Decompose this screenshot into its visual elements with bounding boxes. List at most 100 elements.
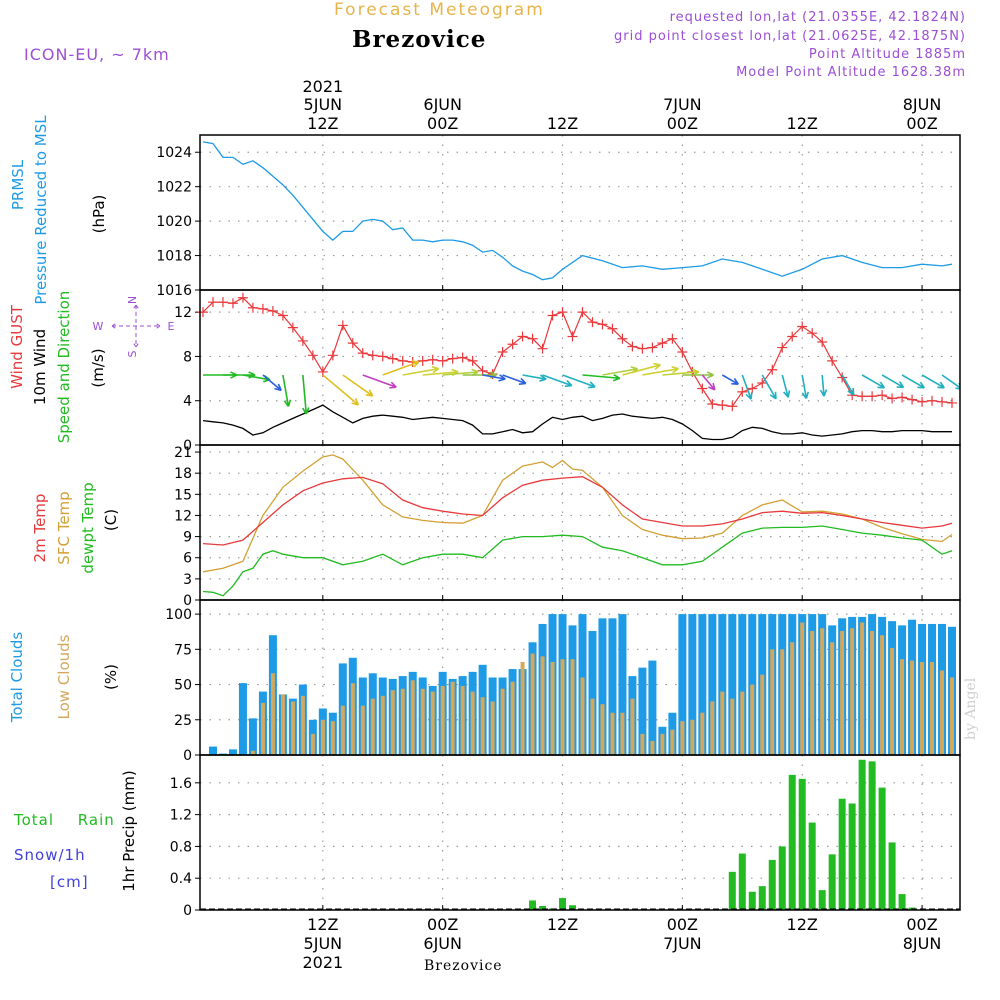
wind-arrow (781, 374, 791, 398)
total-cloud-bar (648, 660, 657, 755)
low-cloud-bar (380, 695, 385, 755)
low-cloud-bar (670, 729, 675, 755)
wind-arrow (642, 365, 679, 376)
rain-bar (778, 846, 786, 910)
clouds-ytick-label: 50 (174, 678, 192, 694)
bottom-time-label: 00Z (667, 915, 698, 934)
temp-2m-line (202, 476, 953, 546)
temp-ytick-label: 15 (174, 487, 192, 503)
top-time-label: 00Z (906, 114, 937, 133)
wind-speed-dir-label: Speed and Direction (55, 291, 73, 444)
bottom-year-label: 2021 (302, 953, 343, 972)
wind-arrow (542, 374, 573, 388)
rain-bar (868, 761, 876, 910)
sfc-temp-label: SFC Temp (55, 491, 73, 564)
low-clouds-label: Low Clouds (55, 634, 73, 719)
wind-arrow (322, 374, 360, 406)
low-cloud-bar (320, 719, 325, 755)
product-title: Forecast Meteogram (334, 0, 545, 20)
gust-point (947, 397, 958, 408)
clouds-ytick-label: 100 (165, 607, 192, 623)
total-rain-label: Total Rain (13, 811, 115, 829)
total-cloud-bar (698, 614, 707, 755)
wind-arrow (382, 360, 420, 376)
temp-frame (199, 444, 961, 601)
rain-bar (728, 871, 736, 910)
gust-point (897, 392, 908, 403)
wind-ytick-label: 0 (183, 438, 192, 454)
gust-point (457, 352, 468, 363)
gust-point (887, 393, 898, 404)
pressure-label-2: Pressure Reduced to MSL (32, 115, 50, 305)
precip-ytick-label: 0.8 (170, 839, 192, 855)
gust-point (527, 333, 538, 344)
low-cloud-bar (480, 697, 485, 755)
gust-point (727, 401, 738, 412)
low-cloud-bar (340, 705, 345, 755)
wind-ytick-label: 8 (183, 349, 192, 365)
wind-arrow (302, 374, 310, 415)
total-cloud-bar (688, 614, 697, 755)
rain-bar (529, 900, 537, 910)
gust-point (607, 323, 618, 334)
wind-arrow (861, 374, 886, 389)
low-cloud-bar (580, 677, 585, 755)
total-cloud-bar (208, 746, 217, 755)
low-cloud-bar (750, 684, 755, 755)
rain-bar (828, 854, 836, 910)
wind-speed-line (202, 404, 952, 441)
temp-ytick-label: 0 (183, 593, 192, 609)
wind-arrow (801, 374, 810, 400)
low-cloud-bar (500, 688, 505, 755)
pressure-ytick-label: 1016 (156, 283, 192, 299)
bottom-time-label: 00Z (427, 915, 458, 934)
precip-ytick-label: 1.2 (170, 808, 192, 824)
precip-ytick-label: 0.4 (170, 871, 192, 887)
rain-bar (738, 853, 746, 910)
gust-point (667, 333, 678, 344)
compass-rose (111, 304, 161, 348)
low-cloud-bar (390, 690, 395, 755)
pressure-unit: (hPa) (90, 195, 108, 234)
gust-point (737, 386, 748, 397)
pressure-ytick-label: 1020 (156, 214, 192, 230)
temp-unit: (C) (102, 509, 120, 531)
low-cloud-bar (450, 681, 455, 755)
gust-point (917, 396, 928, 407)
rain-bar (768, 859, 776, 910)
low-cloud-bar (880, 635, 885, 755)
gust-point (277, 310, 288, 321)
low-cloud-bar (570, 659, 575, 755)
wind-arrow (222, 371, 256, 379)
total-cloud-bar (608, 618, 617, 755)
low-cloud-bar (420, 688, 425, 755)
low-cloud-bar (470, 691, 475, 755)
gust-point (587, 317, 598, 328)
low-cloud-bar (720, 691, 725, 755)
temp-2m-label: 2m Temp (31, 494, 49, 563)
gust-point (597, 319, 608, 330)
total-cloud-bar (748, 614, 757, 755)
top-time-label: 00Z (667, 114, 698, 133)
total-cloud-bar (708, 614, 717, 755)
gust-point (647, 342, 658, 353)
temp-ytick-label: 9 (183, 530, 192, 546)
top-time-label: 00Z (427, 114, 458, 133)
wind-arrow (741, 374, 753, 400)
wind-arrow (502, 374, 527, 385)
low-cloud-bar (780, 649, 785, 755)
gust-point (907, 394, 918, 405)
low-cloud-bar (840, 631, 845, 755)
low-cloud-bar (760, 674, 765, 755)
gust-point (567, 331, 578, 342)
bottom-date-label: 6JUN (423, 934, 462, 953)
rain-bar (878, 787, 886, 910)
low-cloud-bar (680, 721, 685, 755)
gust-point (327, 350, 338, 361)
low-cloud-bar (490, 701, 495, 755)
wind-arrow (562, 374, 596, 389)
rain-bar (818, 890, 826, 910)
low-cloud-bar (790, 642, 795, 755)
low-cloud-bar (600, 704, 605, 755)
top-date-label: 6JUN (423, 95, 462, 114)
